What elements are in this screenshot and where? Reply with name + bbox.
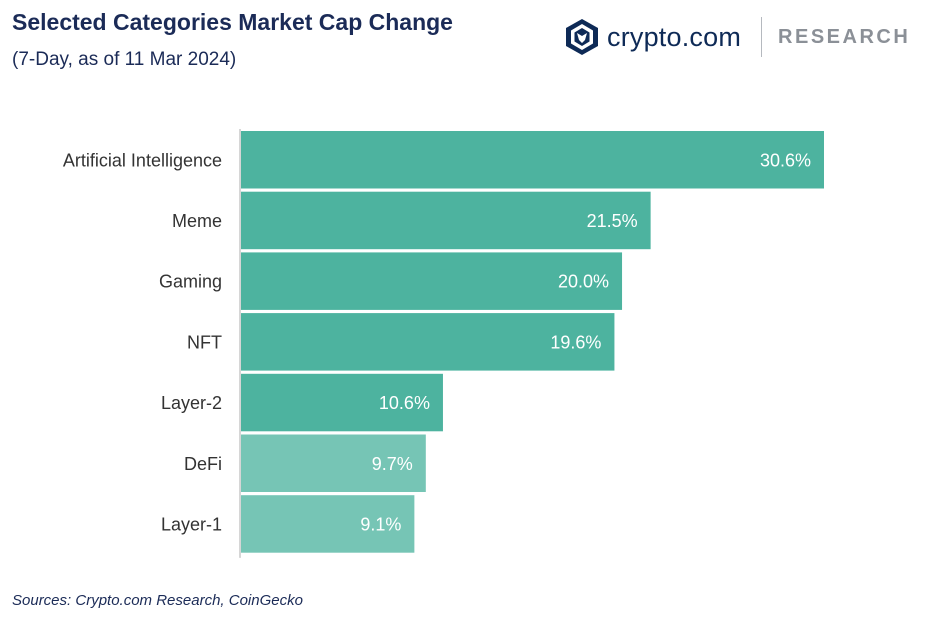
bar-gaming <box>241 252 623 310</box>
bar-meme <box>241 191 651 250</box>
chart-subtitle: (7-Day, as of 11 Mar 2024) <box>12 49 237 70</box>
bar-layer-1 <box>241 495 415 553</box>
category-label: NFT <box>187 332 222 352</box>
brand-divider <box>761 17 763 57</box>
value-label: 10.6% <box>379 393 430 413</box>
category-label: DeFi <box>184 454 222 474</box>
category-label: Meme <box>172 211 222 231</box>
value-label: 20.0% <box>558 272 609 292</box>
bar-artificial-intelligence <box>241 131 824 189</box>
value-label: 9.7% <box>372 454 413 474</box>
category-label: Layer-2 <box>161 393 222 413</box>
bar-defi <box>241 434 426 492</box>
value-label: 9.1% <box>360 514 401 534</box>
chart-title: Selected Categories Market Cap Change <box>12 9 453 35</box>
sources-note: Sources: Crypto.com Research, CoinGecko <box>12 592 303 609</box>
brand-block: crypto.com RESEARCH <box>565 16 910 58</box>
value-label: 19.6% <box>550 332 601 352</box>
bar-nft <box>241 313 615 371</box>
crypto-com-lion-shield-icon <box>566 19 598 55</box>
category-label: Layer-1 <box>161 514 222 534</box>
brand-name: crypto.com <box>607 21 742 52</box>
category-label: Artificial Intelligence <box>63 150 222 170</box>
brand-section: RESEARCH <box>778 25 911 48</box>
value-label: 21.5% <box>587 211 638 231</box>
category-label: Gaming <box>159 272 222 292</box>
value-label: 30.6% <box>760 150 811 170</box>
bar-layer-2 <box>241 373 443 432</box>
